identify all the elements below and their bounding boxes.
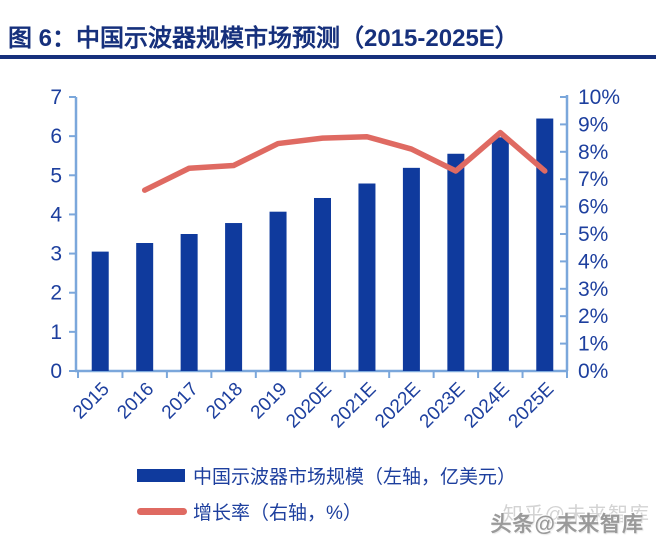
bar-2025E — [536, 118, 554, 372]
right-axis-label-2%: 2% — [578, 305, 608, 328]
bar-2024E — [491, 137, 509, 371]
legend-item-growth-rate: 增长率（右轴，%） — [137, 500, 516, 524]
right-axis-label-0%: 0% — [578, 360, 608, 383]
legend-label-market-size: 中国示波器市场规模（左轴，亿美元） — [193, 466, 517, 488]
x-axis-label-2017: 2017 — [158, 379, 203, 424]
left-axis-label-4: 4 — [50, 203, 62, 226]
line-series-swatch — [137, 507, 187, 515]
left-axis-label-7: 7 — [50, 86, 62, 109]
right-axis-label-4%: 4% — [578, 250, 608, 273]
chart-legend: 中国示波器市场规模（左轴，亿美元） 增长率（右轴，%） — [137, 464, 517, 524]
legend-item-market-size: 中国示波器市场规模（左轴，亿美元） — [137, 464, 517, 488]
bar-2023E — [447, 153, 465, 371]
bar-2020E — [314, 197, 331, 371]
left-axis-label-2: 2 — [50, 282, 62, 305]
legend-label-growth-rate: 增长率（右轴，%） — [193, 502, 362, 524]
figure-header: 图 6：中国示波器规模市场预测（2015-2025E） — [0, 0, 656, 59]
bar-2017 — [180, 234, 198, 371]
bar-2022E — [402, 167, 420, 371]
right-axis-label-9%: 9% — [578, 113, 608, 136]
right-axis-label-8%: 8% — [578, 141, 608, 164]
right-axis-label-6%: 6% — [578, 196, 608, 219]
x-axis-label-2024E: 2024E — [460, 379, 514, 433]
right-axis-label-10%: 10% — [578, 86, 620, 109]
left-axis-label-6: 6 — [50, 125, 62, 148]
watermark-zhihu: 知乎@未来智库 — [502, 504, 650, 526]
right-axis-label-1%: 1% — [578, 333, 608, 356]
bar-2019 — [269, 211, 287, 371]
x-axis-label-2023E: 2023E — [416, 379, 470, 433]
x-axis-label-2025E: 2025E — [505, 379, 559, 433]
x-axis-label-2020E: 2020E — [282, 379, 336, 433]
left-axis-label-0: 0 — [50, 360, 62, 383]
x-axis-label-2022E: 2022E — [371, 379, 425, 433]
watermark-toutiao: 头条@未来智库 — [490, 513, 644, 536]
x-axis-label-2018: 2018 — [202, 379, 247, 424]
growth-rate-line — [141, 129, 548, 193]
bar-series-swatch — [137, 468, 185, 482]
x-axis-label-2015: 2015 — [69, 379, 114, 424]
bar-2021E — [358, 183, 376, 371]
left-axis-label-5: 5 — [50, 164, 62, 187]
right-axis-label-5%: 5% — [578, 223, 608, 246]
bar-2016 — [136, 243, 154, 371]
left-axis-label-3: 3 — [50, 243, 62, 266]
bar-2018 — [225, 223, 243, 371]
x-axis-label-2021E: 2021E — [327, 379, 381, 433]
left-axis-label-1: 1 — [50, 321, 62, 344]
right-axis-label-7%: 7% — [578, 168, 608, 191]
x-axis-label-2016: 2016 — [113, 379, 158, 424]
figure-title: 图 6：中国示波器规模市场预测（2015-2025E） — [8, 25, 519, 52]
bar-2015 — [91, 251, 109, 371]
right-axis-label-3%: 3% — [578, 278, 608, 301]
